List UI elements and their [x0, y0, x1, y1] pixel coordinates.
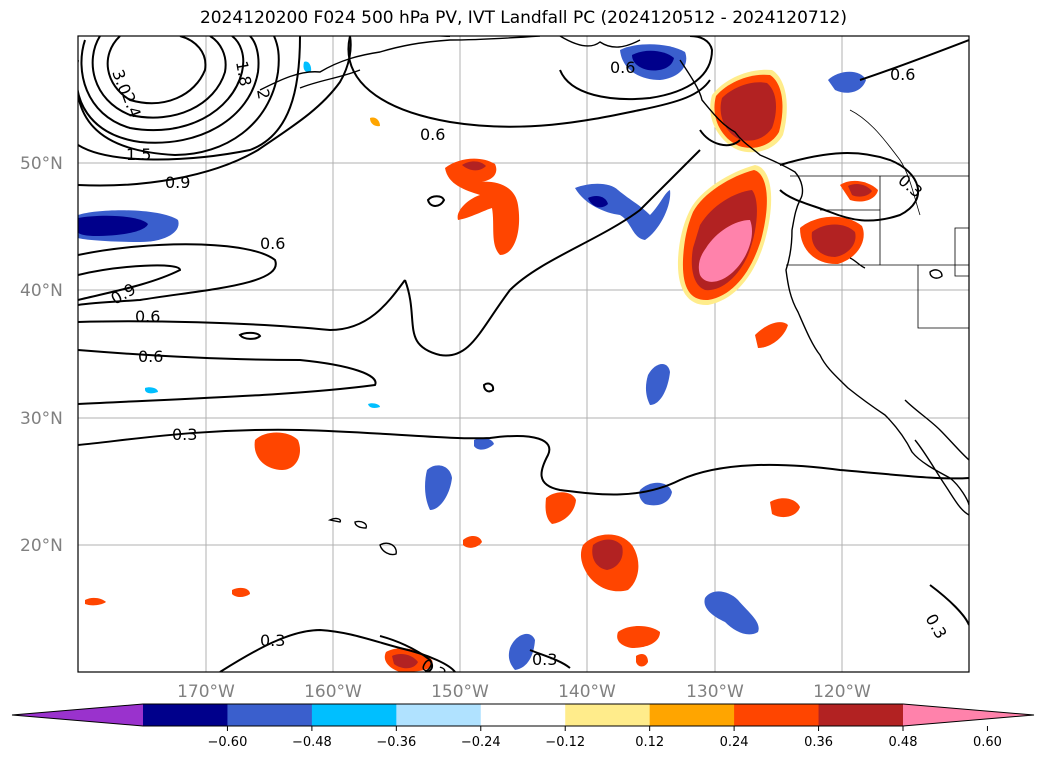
colorbar-segment [818, 704, 904, 726]
colorbar-tick-label: −0.24 [461, 735, 501, 750]
colorbar-segment [143, 704, 228, 726]
colorbar-tick-label: −0.48 [292, 735, 332, 750]
contour-label: 0.6 [420, 125, 445, 144]
colorbar-extend-low [12, 704, 143, 726]
colorbar-tick-label: 0.12 [635, 735, 664, 750]
colorbar-tick-label: 0.60 [973, 735, 1002, 750]
colorbar: −0.60 −0.48 −0.36 −0.24 −0.12 0.12 0.24 0.36 0.4… [11, 703, 1035, 750]
contour-label: 1.5 [126, 145, 151, 164]
pv-contours [78, 36, 969, 672]
contour-label: 0.6 [135, 307, 160, 326]
colorbar-segment [480, 704, 566, 726]
colorbar-segment [565, 704, 651, 726]
longitude-labels: 170°W 160°W 150°W 140°W 130°W 120°W [177, 682, 871, 702]
plot-area [78, 36, 969, 672]
colorbar-segment [311, 704, 397, 726]
contour-label: 0.6 [260, 234, 285, 253]
colorbar-outline [11, 703, 1035, 727]
lat-label: 20°N [20, 536, 63, 556]
colorbar-segment [396, 704, 482, 726]
colorbar-segment [734, 704, 820, 726]
lon-label: 170°W [177, 682, 235, 702]
figure-title: 2024120200 F024 500 hPa PV, IVT Landfall… [199, 8, 847, 28]
ivt-negative-anomalies [78, 44, 866, 670]
contour-label: 0.9 [165, 173, 190, 192]
plot-frame [77, 35, 970, 673]
contour-label: 0.3 [172, 425, 197, 444]
lat-label: 40°N [20, 281, 63, 301]
colorbar-tick-label: −0.12 [545, 735, 585, 750]
colorbar-segment [227, 704, 313, 726]
colorbar-extend-high [903, 704, 1034, 726]
contour-label: 0.6 [890, 65, 915, 84]
lon-label: 120°W [813, 682, 871, 702]
contour-label: 0.6 [138, 347, 163, 366]
colorbar-tick-label: −0.36 [376, 735, 416, 750]
lon-label: 150°W [431, 682, 489, 702]
state-borders [786, 109, 969, 329]
contour-label: 0.3 [260, 631, 285, 650]
lon-label: 160°W [304, 682, 362, 702]
latitude-labels: 50°N 40°N 30°N 20°N [20, 154, 63, 556]
contour-label: 2 [253, 87, 273, 100]
lat-label: 50°N [20, 154, 63, 174]
ivt-positive-anomalies [85, 69, 878, 672]
colorbar-tick-label: 0.48 [889, 735, 918, 750]
colorbar-segment [649, 704, 735, 726]
lat-label: 30°N [20, 409, 63, 429]
coastlines [259, 36, 969, 556]
contour-label: 0.6 [610, 58, 635, 77]
lon-label: 130°W [686, 682, 744, 702]
colorbar-tick-label: −0.60 [208, 735, 248, 750]
colorbar-tick-label: 0.36 [804, 735, 833, 750]
contour-label: 1.8 [232, 59, 255, 87]
colorbar-tick-label: 0.24 [720, 735, 749, 750]
contour-label: 0.3 [532, 650, 557, 669]
lon-label: 140°W [558, 682, 616, 702]
